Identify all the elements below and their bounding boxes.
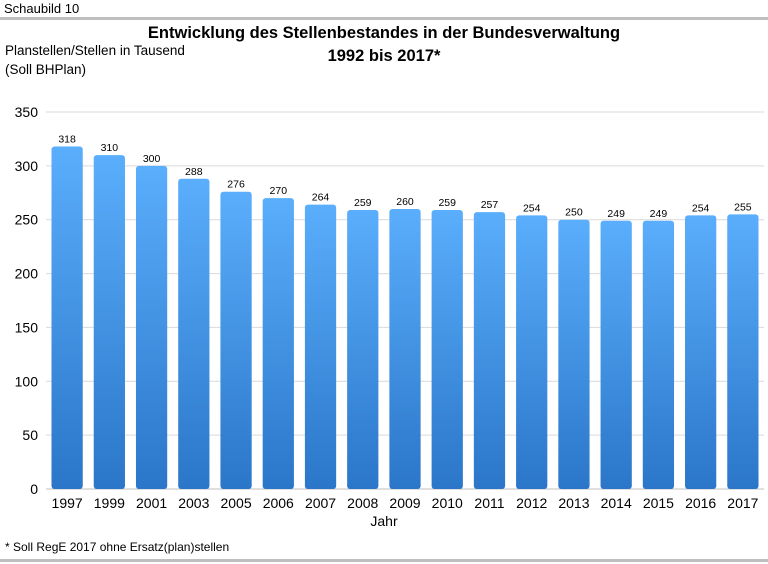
chart-subtitle: 1992 bis 2017* [327,47,441,65]
bar-2007 [304,204,337,490]
y-tick-label: 300 [15,158,39,174]
x-axis-label: Jahr [370,513,398,529]
figure-number: Schaubild 10 [4,1,80,16]
x-tick-label-2014: 2014 [601,495,632,511]
x-tick-label-2009: 2009 [389,495,420,511]
bar-1997 [51,146,83,489]
y-axis-label: Planstellen/Stellen in Tausend [5,43,185,58]
bar-2016 [685,215,717,490]
bar-2009 [389,208,421,489]
x-tick-label-2008: 2008 [347,495,378,511]
x-tick-label-2012: 2012 [516,495,547,511]
value-label-2012: 254 [523,202,541,214]
bar-2014 [600,220,632,489]
x-tick-label-2015: 2015 [643,495,674,511]
y-tick-label: 250 [15,212,39,228]
labels: 0 50 100 150 200 250 300 350 318 1997 310 1999 300 20… [15,104,759,511]
bar-2003 [178,178,210,490]
bar-2008 [347,210,379,489]
y-tick-label: 100 [15,373,39,389]
bar-2006 [262,198,294,489]
footnote: * Soll RegE 2017 ohne Ersatz(plan)stelle… [5,540,230,554]
value-label-2008: 259 [354,197,372,209]
value-label-1997: 318 [58,133,76,145]
x-tick-label-2003: 2003 [178,495,209,511]
bar-2017 [727,214,759,490]
y-tick-label: 350 [15,104,39,120]
value-label-2014: 249 [607,208,625,220]
value-label-2005: 276 [227,179,245,191]
value-label-2007: 264 [312,192,330,204]
bars [51,146,759,490]
y-axis-label-note: (Soll BHPlan) [5,62,87,77]
x-tick-label-2011: 2011 [474,495,504,511]
x-tick-label-1997: 1997 [52,495,83,511]
bar-2011 [473,212,506,489]
x-tick-label-1999: 1999 [94,495,125,511]
bottom-divider [0,559,768,562]
value-label-2009: 260 [396,196,414,208]
value-label-2001: 300 [143,153,161,165]
y-tick-label: 200 [15,266,39,282]
value-label-2003: 288 [185,166,203,178]
bar-2012 [516,215,548,490]
bar-2015 [642,220,675,489]
value-label-2016: 254 [692,202,710,214]
value-label-2015: 249 [650,208,668,220]
top-divider [0,17,768,20]
value-label-2011: 257 [481,199,499,211]
value-label-2006: 270 [270,185,288,197]
bar-2010 [431,210,463,489]
x-tick-label-2013: 2013 [558,495,589,511]
value-label-1999: 310 [101,142,119,154]
value-label-2013: 250 [565,207,583,219]
x-tick-label-2007: 2007 [305,495,336,511]
bar-1999 [93,155,125,490]
value-label-2010: 259 [438,197,456,209]
x-tick-label-2017: 2017 [727,495,758,511]
bar-2005 [220,191,252,490]
bar-2001 [135,165,168,489]
y-tick-label: 150 [15,319,39,335]
y-tick-label: 50 [22,427,38,443]
chart-title: Entwicklung des Stellenbestandes in der … [147,24,621,42]
x-tick-label-2006: 2006 [263,495,294,511]
x-tick-label-2016: 2016 [685,495,716,511]
x-tick-label-2001: 2001 [136,495,167,511]
bar-2013 [558,219,590,489]
y-tick-label: 0 [30,481,38,497]
x-tick-label-2010: 2010 [432,495,463,511]
x-tick-label-2005: 2005 [220,495,251,511]
value-label-2017: 255 [734,201,752,213]
